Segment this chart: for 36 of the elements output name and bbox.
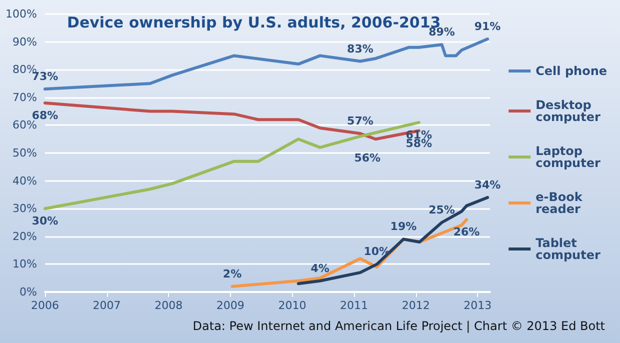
y-tick-label: 50% bbox=[12, 146, 37, 160]
legend-label: Cell phone bbox=[536, 64, 608, 78]
data-label: 25% bbox=[428, 204, 455, 216]
data-label: 91% bbox=[474, 20, 501, 34]
data-label: 19% bbox=[390, 220, 417, 234]
y-tick-label: 40% bbox=[12, 174, 37, 188]
data-label: 34% bbox=[474, 178, 501, 192]
x-tick-label: 2010 bbox=[278, 299, 306, 312]
data-label: 4% bbox=[310, 262, 330, 275]
data-label: 30% bbox=[32, 214, 58, 228]
y-tick-label: 90% bbox=[12, 35, 37, 48]
x-tick-label: 2007 bbox=[92, 299, 121, 312]
legend-label: Tablet computer bbox=[536, 236, 600, 262]
data-label: 56% bbox=[354, 151, 381, 164]
x-tick-label: 2006 bbox=[31, 299, 59, 312]
x-tick-label: 2013 bbox=[464, 299, 492, 312]
y-tick-label: 30% bbox=[12, 202, 37, 216]
legend-label: e-Book reader bbox=[536, 190, 587, 216]
data-label: 57% bbox=[347, 114, 374, 128]
text: Data: Pew Internet and American Life Project | Chart © 2013 Ed Bott bbox=[192, 319, 606, 333]
y-tick-label: 10% bbox=[12, 258, 37, 271]
data-label: 26% bbox=[453, 226, 480, 239]
data-label: 73% bbox=[32, 70, 58, 84]
x-tick-label: 2011 bbox=[340, 299, 368, 312]
line-series bbox=[296, 196, 490, 286]
data-label: 83% bbox=[347, 42, 374, 56]
y-tick-label: 70% bbox=[12, 90, 37, 104]
x-tick-label: 2012 bbox=[402, 299, 430, 312]
x-tick-label: 2008 bbox=[154, 299, 183, 312]
x-tick-label: 2009 bbox=[216, 299, 244, 312]
legend-label: Desktop computer bbox=[536, 98, 600, 124]
y-tick-label: 0% bbox=[20, 286, 37, 298]
legend-label: Laptop computer bbox=[536, 144, 600, 170]
y-tick-label: 100% bbox=[6, 8, 37, 20]
data-label: 2% bbox=[222, 267, 242, 280]
y-tick-label: 20% bbox=[12, 230, 37, 243]
